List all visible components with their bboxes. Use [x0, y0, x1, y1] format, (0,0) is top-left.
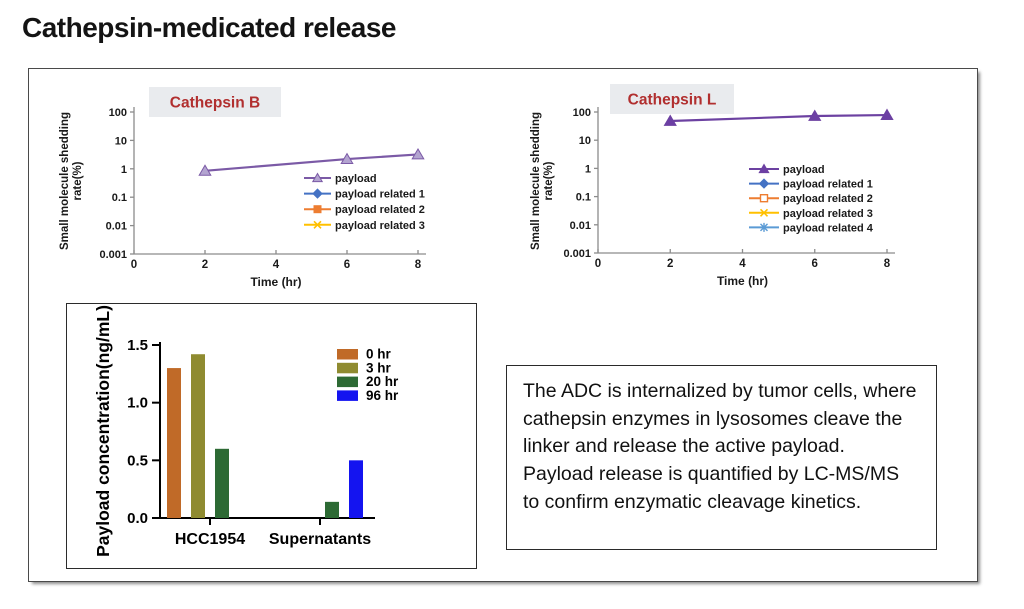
legend-label: payload related 2 [335, 204, 425, 216]
x-axis-label: Time (hr) [250, 275, 301, 289]
legend-label: payload related 3 [783, 208, 873, 220]
marker-triangle [808, 109, 822, 121]
x-tick-label: 2 [202, 259, 208, 271]
legend-label: payload related 2 [783, 193, 873, 205]
x-tick-label: 8 [884, 258, 891, 270]
legend: payload payload related 1 payload related … [749, 163, 874, 234]
axes [130, 107, 426, 255]
category-label: HCC1954 [175, 531, 245, 548]
legend-label: payload related 1 [783, 179, 873, 191]
x-tick-label: 2 [667, 258, 673, 270]
legend-label: 20 hr [366, 374, 399, 389]
y-tick-label: 0.01 [570, 220, 591, 232]
payload-concentration-chart: 0.0 0.5 1.0 1.5 HCC1954 Supernatants 0 hr 3 hr 2… [66, 303, 477, 569]
marker-x [759, 208, 769, 217]
x-tick-label: 0 [131, 259, 137, 271]
marker-triangle [411, 147, 425, 160]
y-tick-label: 0.001 [563, 248, 591, 260]
y-tick-label: 10 [579, 135, 591, 147]
bar-3-hr [191, 354, 205, 518]
marker-diamond [758, 178, 770, 189]
y-tick-label: 0.0 [127, 510, 148, 527]
cathepsin-l-chart: Cathepsin L 100 10 1 0.1 0.01 0.001 0 2 4 6 8 Time (… [521, 81, 961, 306]
payload-line [670, 113, 888, 123]
svg-text:Cathepsin L: Cathepsin L [628, 92, 717, 109]
y-axis-label: Payload concentration(ng/mL) [93, 305, 113, 557]
y-tick-label: 1 [585, 163, 591, 175]
y-tick-label: 0.1 [576, 192, 591, 204]
payload-line [204, 153, 419, 172]
x-tick-label: 4 [273, 259, 280, 271]
legend-label: payload related 3 [335, 220, 425, 232]
y-tick-label: 1.0 [127, 395, 148, 412]
legend-label: payload [335, 173, 377, 185]
legend-label: payload related 1 [335, 189, 425, 201]
bar-0-hr [167, 368, 181, 518]
chart-title: Cathepsin L [610, 84, 734, 114]
x-tick-label: 6 [812, 258, 818, 270]
y-tick-label: 0.01 [106, 221, 127, 233]
chart-title: Cathepsin B [149, 87, 281, 117]
svg-text:Cathepsin B: Cathepsin B [170, 95, 260, 112]
marker-triangle [340, 152, 354, 164]
y-tick-label: 100 [109, 107, 127, 119]
marker-triangle [311, 172, 324, 183]
marker-triangle [198, 164, 212, 176]
x-tick-label: 4 [739, 258, 746, 270]
x-axis-label: Time (hr) [717, 274, 768, 288]
y-tick-label: 100 [573, 107, 591, 119]
legend-label: 0 hr [366, 347, 392, 362]
x-tick-label: 8 [415, 259, 422, 271]
legend-label: 96 hr [366, 388, 399, 403]
y-axis-label: Small molecule sheddingrate(%) [59, 112, 84, 250]
legend: payload payload related 1 payload related … [304, 172, 425, 232]
y-axis-label: Small molecule sheddingrate(%) [530, 112, 555, 250]
bar-20-hr [325, 501, 339, 518]
legend-label: payload [783, 164, 825, 176]
y-tick-label: 10 [115, 135, 127, 147]
cathepsin-b-svg: Cathepsin B 100 10 1 0.1 0.01 0.001 0 2 4 6 8 Time (… [59, 87, 426, 289]
bar-96-hr [349, 460, 363, 518]
y-tick-label: 0.1 [112, 192, 127, 204]
x-tick-label: 6 [344, 259, 350, 271]
marker-x [313, 220, 322, 229]
cathepsin-b-chart: Cathepsin B 100 10 1 0.1 0.01 0.001 0 2 4 6 8 Time (… [41, 81, 481, 306]
y-tick-label: 1.5 [127, 337, 148, 354]
marker-diamond [312, 188, 323, 199]
page-title: Cathepsin-medicated release [22, 12, 397, 43]
description-box: The ADC is internalized by tumor cells, … [506, 365, 937, 550]
payload-concentration-svg: 0.0 0.5 1.0 1.5 HCC1954 Supernatants 0 hr3 hr2… [93, 305, 399, 557]
y-tick-label: 1 [121, 164, 127, 176]
category-label: Supernatants [269, 531, 371, 548]
legend-label: 3 hr [366, 360, 392, 375]
marker-square [313, 205, 322, 214]
y-tick-label: 0.5 [127, 452, 148, 469]
marker-square-open [759, 193, 769, 203]
cathepsin-l-svg: Cathepsin L 100 10 1 0.1 0.01 0.001 0 2 4 6 8 Time (… [530, 84, 895, 288]
marker-triangle [758, 163, 770, 174]
x-tick-label: 0 [595, 258, 601, 270]
bar-20-hr [215, 448, 229, 518]
y-tick-label: 0.001 [99, 249, 127, 261]
axes [594, 107, 895, 254]
marker-asterisk [760, 222, 768, 232]
legend-label: payload related 4 [783, 222, 874, 234]
figure-frame: Cathepsin B 100 10 1 0.1 0.01 0.001 0 2 4 6 8 Time (… [28, 68, 978, 582]
description-text: The ADC is internalized by tumor cells, … [523, 380, 917, 513]
marker-triangle [663, 114, 677, 126]
marker-triangle [880, 108, 894, 120]
